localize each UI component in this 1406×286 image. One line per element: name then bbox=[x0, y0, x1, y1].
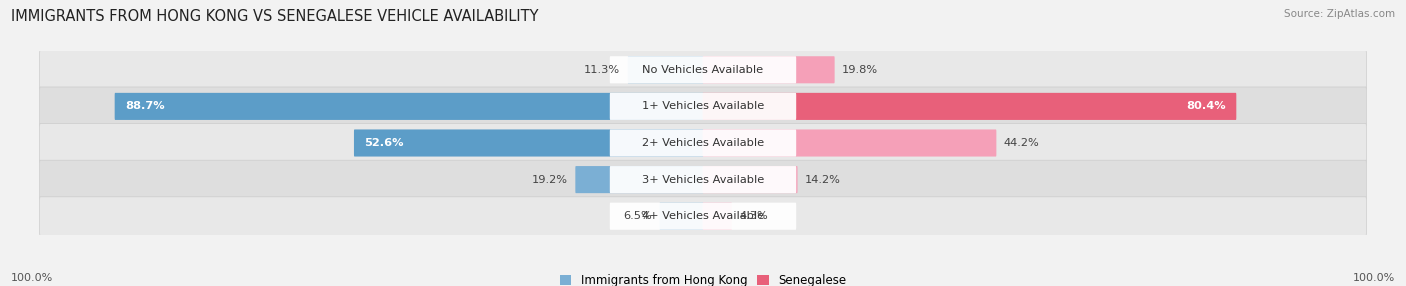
Text: 6.5%: 6.5% bbox=[623, 211, 652, 221]
Text: No Vehicles Available: No Vehicles Available bbox=[643, 65, 763, 75]
Text: 100.0%: 100.0% bbox=[11, 273, 53, 283]
FancyBboxPatch shape bbox=[703, 93, 1236, 120]
Text: 44.2%: 44.2% bbox=[1004, 138, 1039, 148]
FancyBboxPatch shape bbox=[39, 87, 1367, 126]
FancyBboxPatch shape bbox=[610, 203, 796, 230]
FancyBboxPatch shape bbox=[354, 130, 703, 156]
Text: 3+ Vehicles Available: 3+ Vehicles Available bbox=[643, 175, 763, 184]
Text: 4+ Vehicles Available: 4+ Vehicles Available bbox=[643, 211, 763, 221]
Text: 100.0%: 100.0% bbox=[1353, 273, 1395, 283]
FancyBboxPatch shape bbox=[39, 50, 1367, 89]
FancyBboxPatch shape bbox=[627, 56, 703, 83]
Text: 80.4%: 80.4% bbox=[1187, 102, 1226, 111]
FancyBboxPatch shape bbox=[39, 124, 1367, 162]
FancyBboxPatch shape bbox=[610, 56, 796, 83]
FancyBboxPatch shape bbox=[575, 166, 703, 193]
FancyBboxPatch shape bbox=[610, 130, 796, 156]
Text: 2+ Vehicles Available: 2+ Vehicles Available bbox=[643, 138, 763, 148]
Legend: Immigrants from Hong Kong, Senegalese: Immigrants from Hong Kong, Senegalese bbox=[560, 274, 846, 286]
Text: 14.2%: 14.2% bbox=[806, 175, 841, 184]
FancyBboxPatch shape bbox=[659, 203, 703, 230]
FancyBboxPatch shape bbox=[39, 197, 1367, 236]
Text: 4.3%: 4.3% bbox=[740, 211, 768, 221]
Text: 52.6%: 52.6% bbox=[364, 138, 404, 148]
FancyBboxPatch shape bbox=[703, 203, 733, 230]
FancyBboxPatch shape bbox=[39, 160, 1367, 199]
FancyBboxPatch shape bbox=[610, 166, 796, 193]
FancyBboxPatch shape bbox=[703, 56, 835, 83]
Text: Source: ZipAtlas.com: Source: ZipAtlas.com bbox=[1284, 9, 1395, 19]
Text: 11.3%: 11.3% bbox=[583, 65, 620, 75]
Text: IMMIGRANTS FROM HONG KONG VS SENEGALESE VEHICLE AVAILABILITY: IMMIGRANTS FROM HONG KONG VS SENEGALESE … bbox=[11, 9, 538, 23]
FancyBboxPatch shape bbox=[115, 93, 703, 120]
FancyBboxPatch shape bbox=[703, 166, 797, 193]
FancyBboxPatch shape bbox=[703, 130, 997, 156]
Text: 19.2%: 19.2% bbox=[531, 175, 568, 184]
Text: 88.7%: 88.7% bbox=[125, 102, 165, 111]
Text: 1+ Vehicles Available: 1+ Vehicles Available bbox=[643, 102, 763, 111]
FancyBboxPatch shape bbox=[610, 93, 796, 120]
Text: 19.8%: 19.8% bbox=[842, 65, 879, 75]
